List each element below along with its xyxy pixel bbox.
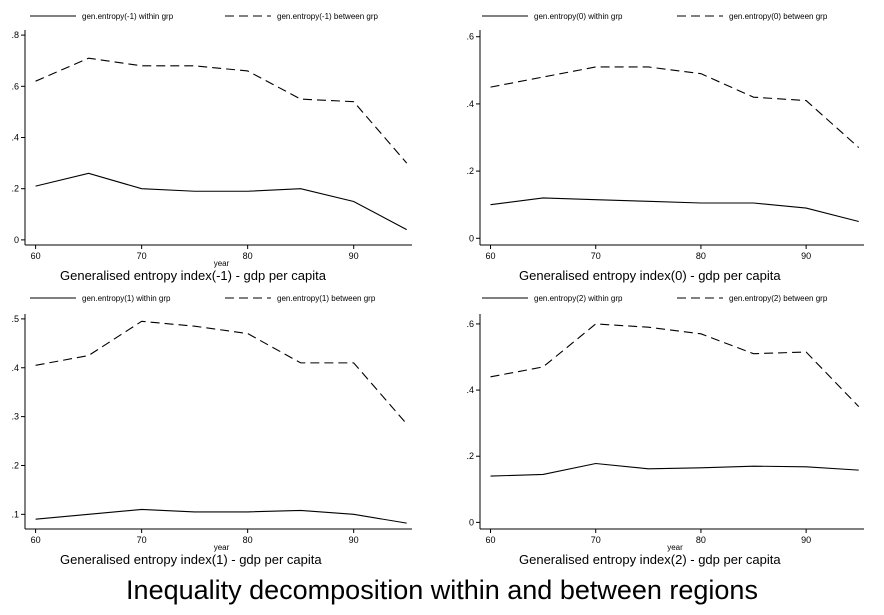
legend: gen.entropy(1) within grp gen.entropy(1) …	[30, 294, 376, 303]
y-tick-label: .2	[466, 451, 474, 461]
y-tick-label: .6	[11, 81, 19, 91]
y-tick-label: .2	[466, 166, 474, 176]
x-tick-label: 70	[137, 535, 147, 545]
x-tick-label: 60	[31, 251, 41, 261]
figure-title: Inequality decomposition within and betw…	[126, 575, 758, 605]
x-tick-label: 70	[137, 251, 147, 261]
y-tick-label: .5	[11, 314, 19, 324]
x-tick-label: 70	[591, 535, 601, 545]
x-tick-label: 60	[486, 251, 496, 261]
y-tick-label: .4	[466, 385, 474, 395]
y-tick-label: .4	[11, 363, 19, 373]
y-tick-label: .4	[466, 99, 474, 109]
y-tick-label: 0	[469, 517, 474, 527]
y-tick-label: .3	[11, 412, 19, 422]
series-line-within	[35, 172, 407, 231]
y-tick-label: .2	[11, 460, 19, 470]
chart-caption: Generalised entropy index(2) - gdp per c…	[519, 552, 781, 567]
x-axis-label: year	[214, 259, 230, 268]
legend: gen.entropy(-1) within grp gen.entropy(-1…	[30, 12, 379, 21]
y-tick-label: 0	[14, 235, 19, 245]
series-line-between	[35, 320, 408, 425]
series-line-within	[490, 462, 859, 477]
x-tick-label: 60	[31, 535, 41, 545]
series-line-between	[35, 57, 408, 164]
legend: gen.entropy(2) within grp gen.entropy(2) …	[482, 294, 828, 303]
series-line-within	[490, 197, 859, 223]
legend-label: gen.entropy(2) between grp	[729, 294, 828, 303]
series-line-within	[35, 508, 407, 524]
x-tick-label: 90	[801, 535, 811, 545]
x-tick-label: 90	[349, 535, 359, 545]
legend-label: gen.entropy(0) between grp	[729, 12, 828, 21]
chart-caption: Generalised entropy index(-1) - gdp per …	[60, 268, 327, 283]
legend-label: gen.entropy(1) within grp	[82, 294, 171, 303]
legend-label: gen.entropy(-1) between grp	[277, 12, 379, 21]
x-axis-label: year	[214, 543, 230, 552]
y-tick-label: .6	[466, 319, 474, 329]
legend-label: gen.entropy(0) within grp	[534, 12, 623, 21]
legend-label: gen.entropy(2) within grp	[534, 294, 623, 303]
legend: gen.entropy(0) within grp gen.entropy(0) …	[482, 12, 828, 21]
series-line-between	[490, 323, 860, 407]
x-tick-label: 60	[486, 535, 496, 545]
x-tick-label: 80	[243, 251, 253, 261]
x-tick-label: 80	[696, 251, 706, 261]
legend-label: gen.entropy(-1) within grp	[82, 12, 174, 21]
x-tick-label: 90	[349, 251, 359, 261]
y-tick-label: .1	[11, 509, 19, 519]
y-tick-label: .4	[11, 133, 19, 143]
chart-panel-2: 0 .2 .4 .6 60 70 80 90 Generalised entropy index…	[466, 12, 864, 283]
chart-caption: Generalised entropy index(1) - gdp per c…	[60, 552, 322, 567]
x-axis-label: year	[667, 543, 683, 552]
y-tick-label: .2	[11, 184, 19, 194]
x-tick-label: 80	[696, 535, 706, 545]
x-tick-label: 80	[243, 535, 253, 545]
y-tick-label: 0	[469, 233, 474, 243]
series-line-between	[490, 66, 860, 148]
legend-label: gen.entropy(1) between grp	[277, 294, 376, 303]
x-tick-label: 90	[801, 251, 811, 261]
x-tick-label: 70	[591, 251, 601, 261]
chart-caption: Generalised entropy index(0) - gdp per c…	[519, 268, 781, 283]
y-tick-label: .6	[466, 32, 474, 42]
y-tick-label: .8	[11, 30, 19, 40]
